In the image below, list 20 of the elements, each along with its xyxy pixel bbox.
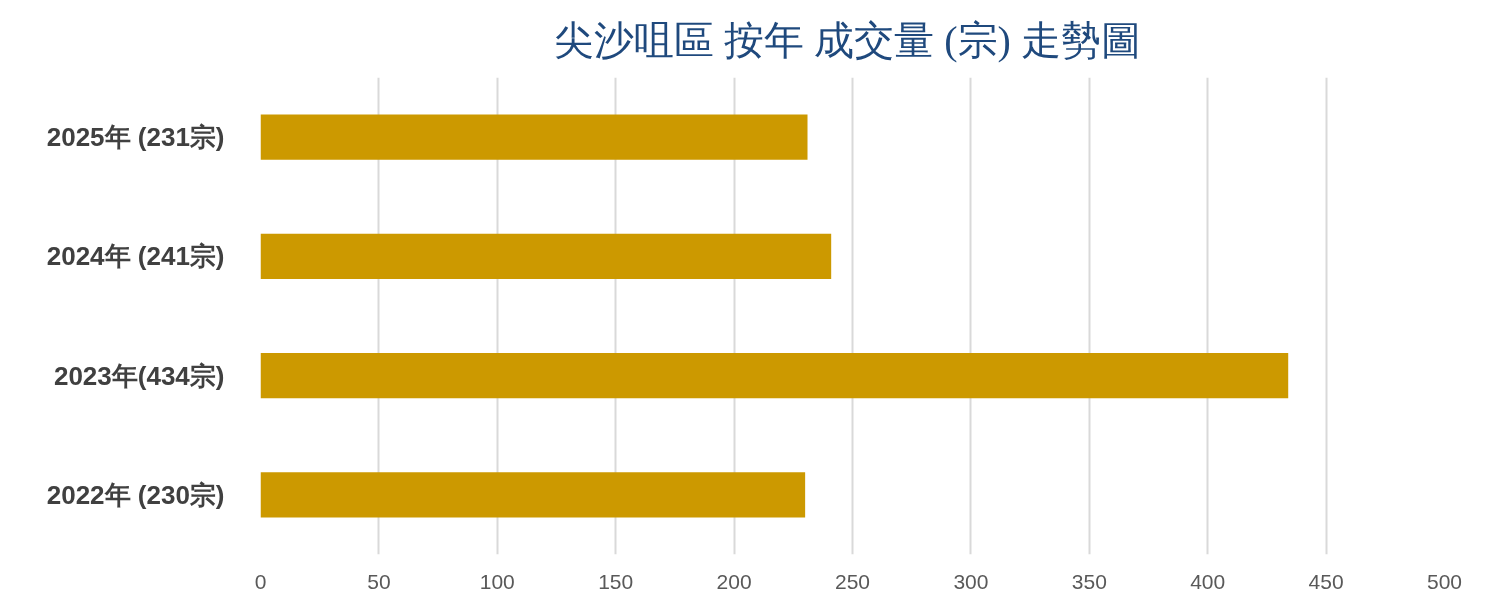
x-tick-label: 350: [1071, 569, 1107, 593]
x-tick-label: 300: [953, 569, 989, 593]
x-tick-label: 0: [254, 569, 267, 593]
bar: [260, 352, 1289, 399]
x-tick-label: 400: [1190, 569, 1226, 593]
x-tick-label: 50: [367, 569, 391, 593]
y-tick-label: 2024年 (241宗): [46, 241, 225, 272]
chart-title: 尖沙咀區 按年 成交量 (宗) 走勢圖: [554, 17, 1141, 63]
x-tick-label: 200: [716, 569, 752, 593]
y-tick-label: 2022年 (230宗): [46, 479, 225, 510]
x-tick-label: 100: [479, 569, 515, 593]
bar: [260, 472, 806, 518]
x-tick-label: 250: [834, 569, 871, 593]
x-tick-label: 500: [1426, 569, 1463, 593]
x-tick-label: 450: [1308, 569, 1344, 593]
bar: [260, 114, 808, 160]
bar: [260, 233, 832, 280]
x-tick-label: 150: [598, 569, 634, 593]
y-tick-label: 2025年 (231宗): [46, 122, 225, 153]
y-tick-label: 2023年(434宗): [53, 360, 225, 391]
